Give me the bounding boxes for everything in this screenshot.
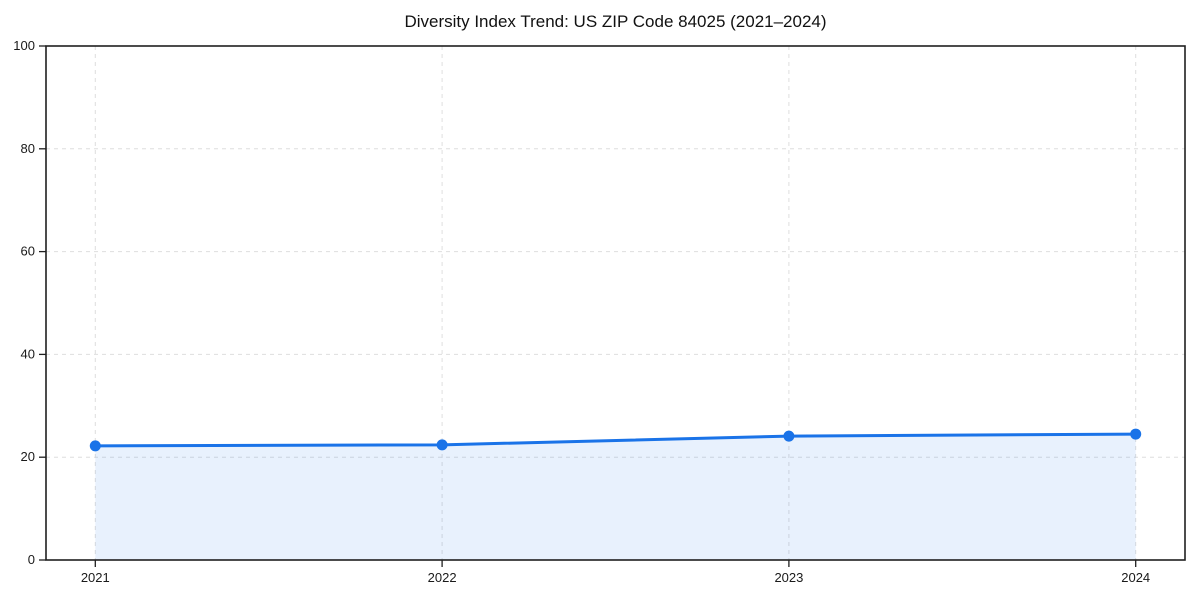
y-tick-label: 0 — [28, 552, 35, 567]
data-point-2022 — [436, 439, 448, 451]
y-tick-label: 60 — [21, 244, 35, 259]
x-tick-label: 2021 — [81, 570, 110, 585]
plot-border — [45, 45, 1186, 561]
y-tick-label: 100 — [13, 38, 35, 53]
data-point-2021 — [89, 440, 101, 452]
y-tick-label: 20 — [21, 449, 35, 464]
data-point-2023 — [783, 430, 795, 442]
x-tick-label: 2024 — [1121, 570, 1150, 585]
trend-line — [93, 432, 1138, 448]
chart-title: Diversity Index Trend: US ZIP Code 84025… — [404, 12, 827, 31]
data-point-2024 — [1130, 428, 1142, 440]
y-tick-label: 80 — [21, 141, 35, 156]
x-tick-label: 2022 — [428, 570, 457, 585]
x-tick-label: 2023 — [774, 570, 803, 585]
y-tick-label: 40 — [21, 346, 35, 361]
area-fill — [95, 434, 1136, 560]
